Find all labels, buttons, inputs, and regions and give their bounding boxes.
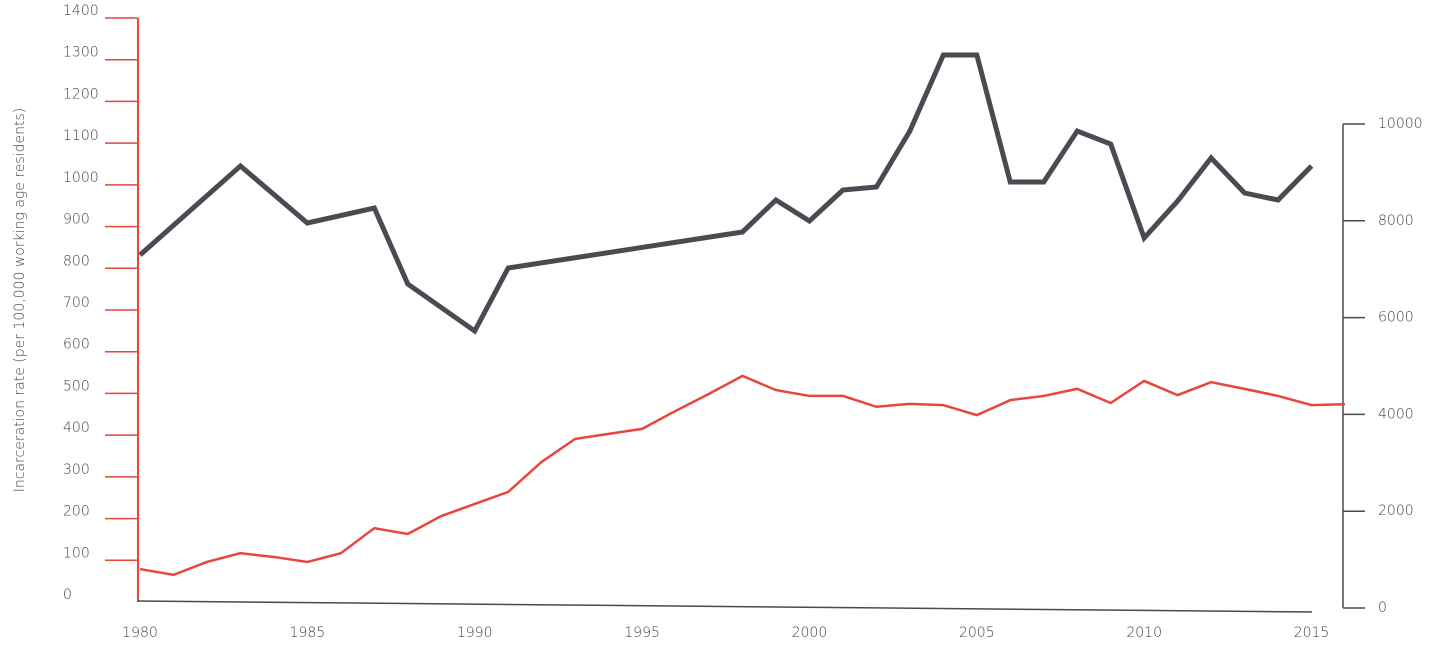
y-tick-label: 1400 bbox=[63, 3, 99, 19]
x-tick-label: 2015 bbox=[1294, 625, 1330, 641]
y-tick-label: 1300 bbox=[63, 45, 99, 61]
y-tick-label: 300 bbox=[63, 462, 90, 478]
y2-tick-label: 2000 bbox=[1378, 503, 1414, 519]
line-series bbox=[139, 374, 1346, 577]
y-tick-label: 0 bbox=[63, 587, 72, 603]
y-tick-label: 1100 bbox=[63, 128, 99, 144]
x-tick-label: 1990 bbox=[457, 625, 493, 641]
y2-tick-label: 10000 bbox=[1378, 116, 1423, 132]
y2-tick-label: 4000 bbox=[1378, 406, 1414, 422]
x-tick-label: 2000 bbox=[792, 625, 828, 641]
y-tick-label: 1000 bbox=[63, 170, 99, 186]
x-axis-line bbox=[137, 600, 1313, 613]
y2-tick-label: 0 bbox=[1378, 600, 1387, 616]
x-tick-label: 2005 bbox=[959, 625, 995, 641]
y-axis-label: Incarceration rate (per 100,000 working … bbox=[12, 108, 28, 492]
y2-tick-label: 8000 bbox=[1378, 213, 1414, 229]
x-tick-label: 1980 bbox=[122, 625, 158, 641]
y-tick-label: 200 bbox=[63, 504, 90, 520]
y-tick-label: 100 bbox=[63, 545, 90, 561]
y-tick-label: 1200 bbox=[63, 86, 99, 102]
y-tick-label: 700 bbox=[63, 295, 90, 311]
x-tick-label: 1995 bbox=[624, 625, 660, 641]
x-tick-label: 1985 bbox=[290, 625, 326, 641]
line-series bbox=[138, 52, 1314, 335]
y-tick-label: 900 bbox=[63, 212, 90, 228]
y-tick-label: 600 bbox=[63, 337, 90, 353]
y2-tick-label: 6000 bbox=[1378, 310, 1414, 326]
y-tick-label: 500 bbox=[63, 378, 90, 394]
x-tick-label: 2010 bbox=[1126, 625, 1162, 641]
y-tick-label: 400 bbox=[63, 420, 90, 436]
y-tick-label: 800 bbox=[63, 253, 90, 269]
